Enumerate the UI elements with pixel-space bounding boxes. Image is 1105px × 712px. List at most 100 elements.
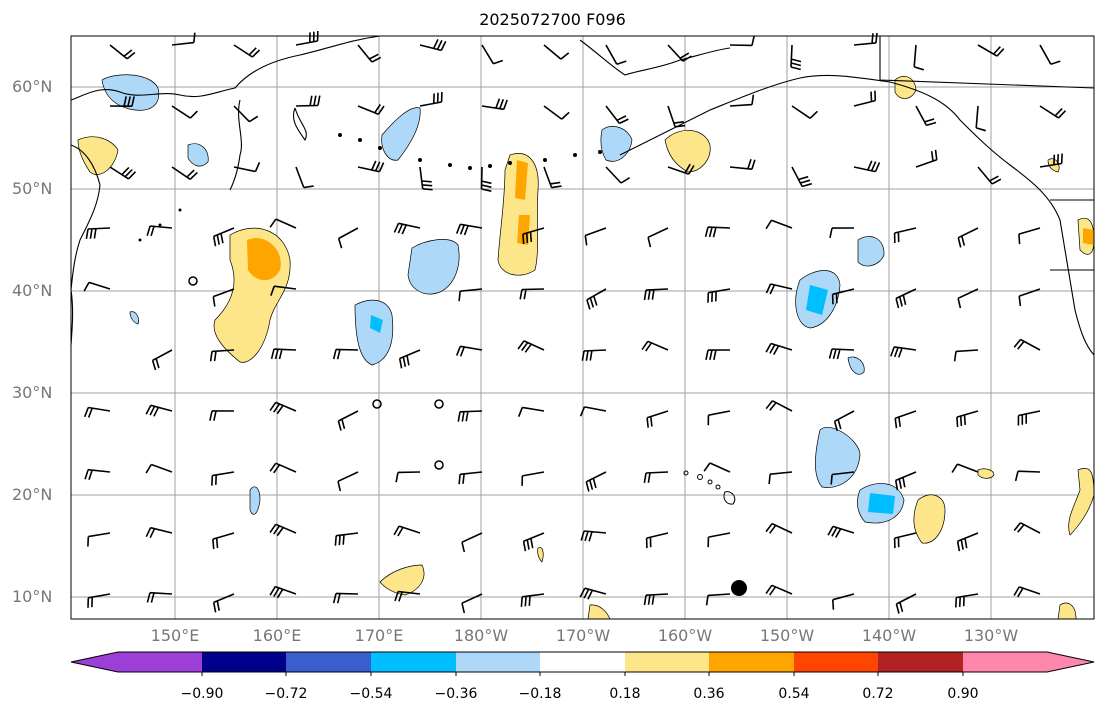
wind-barb xyxy=(171,166,198,180)
wind-barb xyxy=(830,471,855,485)
wind-barb xyxy=(211,471,235,486)
wind-barb xyxy=(1017,410,1041,426)
wind-barb xyxy=(233,161,261,173)
colorbar-label-3: −0.36 xyxy=(434,686,478,702)
wind-barb xyxy=(543,105,570,120)
wind-barb xyxy=(586,288,607,310)
wind-barb xyxy=(543,44,570,60)
wind-barb xyxy=(953,349,979,362)
wind-barb xyxy=(827,525,855,538)
wind-barb xyxy=(833,410,855,432)
colorbar-label-2: −0.54 xyxy=(349,686,393,702)
wind-barb xyxy=(458,288,483,302)
wind-barb xyxy=(581,349,607,361)
wind-barb xyxy=(1013,522,1041,534)
wind-barb xyxy=(765,342,793,355)
wind-barb xyxy=(337,227,359,249)
wind-barb xyxy=(956,532,979,552)
lon-label-140w: 140°W xyxy=(861,626,917,645)
wind-barb xyxy=(146,225,173,237)
wind-barb xyxy=(1039,105,1067,119)
colorbar-label-8: 0.72 xyxy=(862,686,894,702)
wind-barb xyxy=(269,218,297,229)
wind-barb xyxy=(145,404,173,417)
wind-barb xyxy=(667,105,686,128)
lat-label-20n: 20°N xyxy=(12,485,53,504)
colorbar-label-1: −0.72 xyxy=(264,686,308,702)
wind-barb xyxy=(791,166,813,188)
colorbar-segment xyxy=(371,652,456,672)
wind-barb xyxy=(605,105,629,125)
wind-barb xyxy=(853,90,877,107)
colorbar-label-9: 0.90 xyxy=(947,686,979,702)
colorbar-segment xyxy=(286,652,371,672)
wind-barb xyxy=(87,532,111,547)
wind-barb xyxy=(729,35,755,47)
wind-barb xyxy=(481,98,508,111)
wind-barb xyxy=(956,410,979,428)
wind-barb xyxy=(853,32,878,46)
colorbar-segment xyxy=(202,652,286,672)
lon-label-150e: 150°E xyxy=(150,626,200,645)
wind-barb xyxy=(893,532,917,549)
wind-barb xyxy=(853,160,881,173)
map-frame xyxy=(70,35,1095,620)
lat-label-30n: 30°N xyxy=(12,383,53,402)
wind-barb xyxy=(151,349,173,371)
colorbar-segment xyxy=(878,652,963,672)
wind-barb xyxy=(643,288,669,301)
lon-label-170e: 170°E xyxy=(354,626,404,645)
wind-barb xyxy=(915,105,937,127)
wind-barb xyxy=(522,532,545,552)
wind-barb xyxy=(109,96,135,107)
wind-barb xyxy=(1039,44,1061,65)
colorbar-max-arrow xyxy=(1047,652,1094,672)
wind-barb xyxy=(334,532,359,546)
wind-barb xyxy=(332,348,359,360)
colorbar-segment xyxy=(456,652,540,672)
wind-barb xyxy=(461,532,483,553)
wind-barb xyxy=(791,105,818,119)
wind-barb xyxy=(977,166,1002,185)
aleutian-islands xyxy=(138,133,602,242)
wind-barb xyxy=(270,285,297,296)
wind-barb xyxy=(212,288,235,307)
wind-barb xyxy=(1014,470,1041,482)
wind-barb xyxy=(357,160,385,173)
wind-barb xyxy=(729,159,756,170)
wind-barb xyxy=(209,349,235,362)
wind-barb xyxy=(705,593,731,606)
wind-barb xyxy=(481,44,504,65)
wind-barb xyxy=(109,44,136,60)
wind-barb xyxy=(357,104,385,116)
lon-label-150w: 150°W xyxy=(759,626,815,645)
wind-barb xyxy=(269,523,297,537)
wind-barb xyxy=(765,283,793,295)
wind-barb xyxy=(398,349,421,369)
calm-wind-circles xyxy=(188,276,444,470)
lon-label-170w: 170°W xyxy=(555,626,611,645)
wind-barb xyxy=(337,471,359,492)
colorbar-segment xyxy=(709,652,794,672)
wind-barb xyxy=(461,593,483,614)
wind-barb xyxy=(957,288,979,309)
wind-barb xyxy=(145,526,173,539)
wind-barb xyxy=(458,471,483,485)
wind-barb xyxy=(707,532,731,548)
positive-anomaly-regions xyxy=(77,76,1095,620)
lat-label-10n: 10°N xyxy=(12,587,53,606)
wind-barb xyxy=(765,522,793,534)
wind-barb xyxy=(419,91,443,107)
wind-barb xyxy=(543,166,562,189)
wind-barb xyxy=(641,340,669,352)
wind-barb xyxy=(667,44,692,62)
wind-barb xyxy=(171,105,198,119)
wind-barb xyxy=(419,166,433,191)
lat-label-40n: 40°N xyxy=(12,281,53,300)
wind-barb xyxy=(579,406,607,417)
wind-barb xyxy=(765,400,793,412)
wind-barb xyxy=(955,593,979,608)
wind-barb xyxy=(295,30,319,46)
wind-barb xyxy=(605,166,631,184)
